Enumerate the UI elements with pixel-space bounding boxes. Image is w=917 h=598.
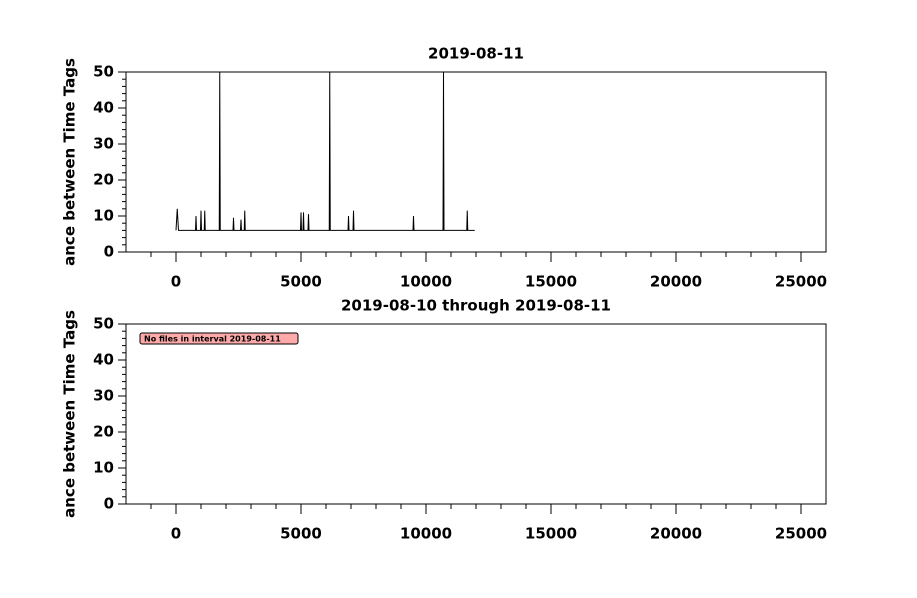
x-tick-label: 25000	[775, 273, 827, 291]
y-tick-label: 40	[93, 99, 114, 117]
x-tick-label: 0	[171, 273, 181, 291]
y-tick-label: 0	[104, 243, 114, 261]
x-tick-label: 20000	[650, 273, 702, 291]
chart-title: 2019-08-11	[428, 45, 524, 63]
x-tick-label: 10000	[400, 525, 452, 543]
x-tick-label: 15000	[525, 273, 577, 291]
plot-frame	[125, 71, 827, 253]
y-axis-label: ance between Time Tags	[61, 58, 79, 266]
y-tick-label: 50	[93, 63, 114, 81]
y-tick-label: 30	[93, 135, 114, 153]
x-tick-label: 5000	[280, 273, 322, 291]
annotation: No files in interval 2019-08-11	[144, 335, 281, 344]
y-tick-label: 20	[93, 171, 114, 189]
y-tick-label: 40	[93, 351, 114, 369]
y-tick-label: 20	[93, 423, 114, 441]
x-tick-label: 5000	[280, 525, 322, 543]
y-axis-label: ance between Time Tags	[61, 310, 79, 518]
plot-frame	[125, 323, 827, 505]
x-tick-label: 25000	[775, 525, 827, 543]
y-tick-label: 10	[93, 459, 114, 477]
x-tick-label: 20000	[650, 525, 702, 543]
data-line	[175, 71, 475, 231]
x-tick-label: 15000	[525, 525, 577, 543]
chart-title: 2019-08-10 through 2019-08-11	[341, 297, 611, 315]
y-tick-label: 30	[93, 387, 114, 405]
y-tick-label: 0	[104, 495, 114, 513]
annotation-box	[139, 332, 299, 345]
x-tick-label: 0	[171, 525, 181, 543]
x-tick-label: 10000	[400, 273, 452, 291]
y-tick-label: 10	[93, 207, 114, 225]
y-tick-label: 50	[93, 315, 114, 333]
